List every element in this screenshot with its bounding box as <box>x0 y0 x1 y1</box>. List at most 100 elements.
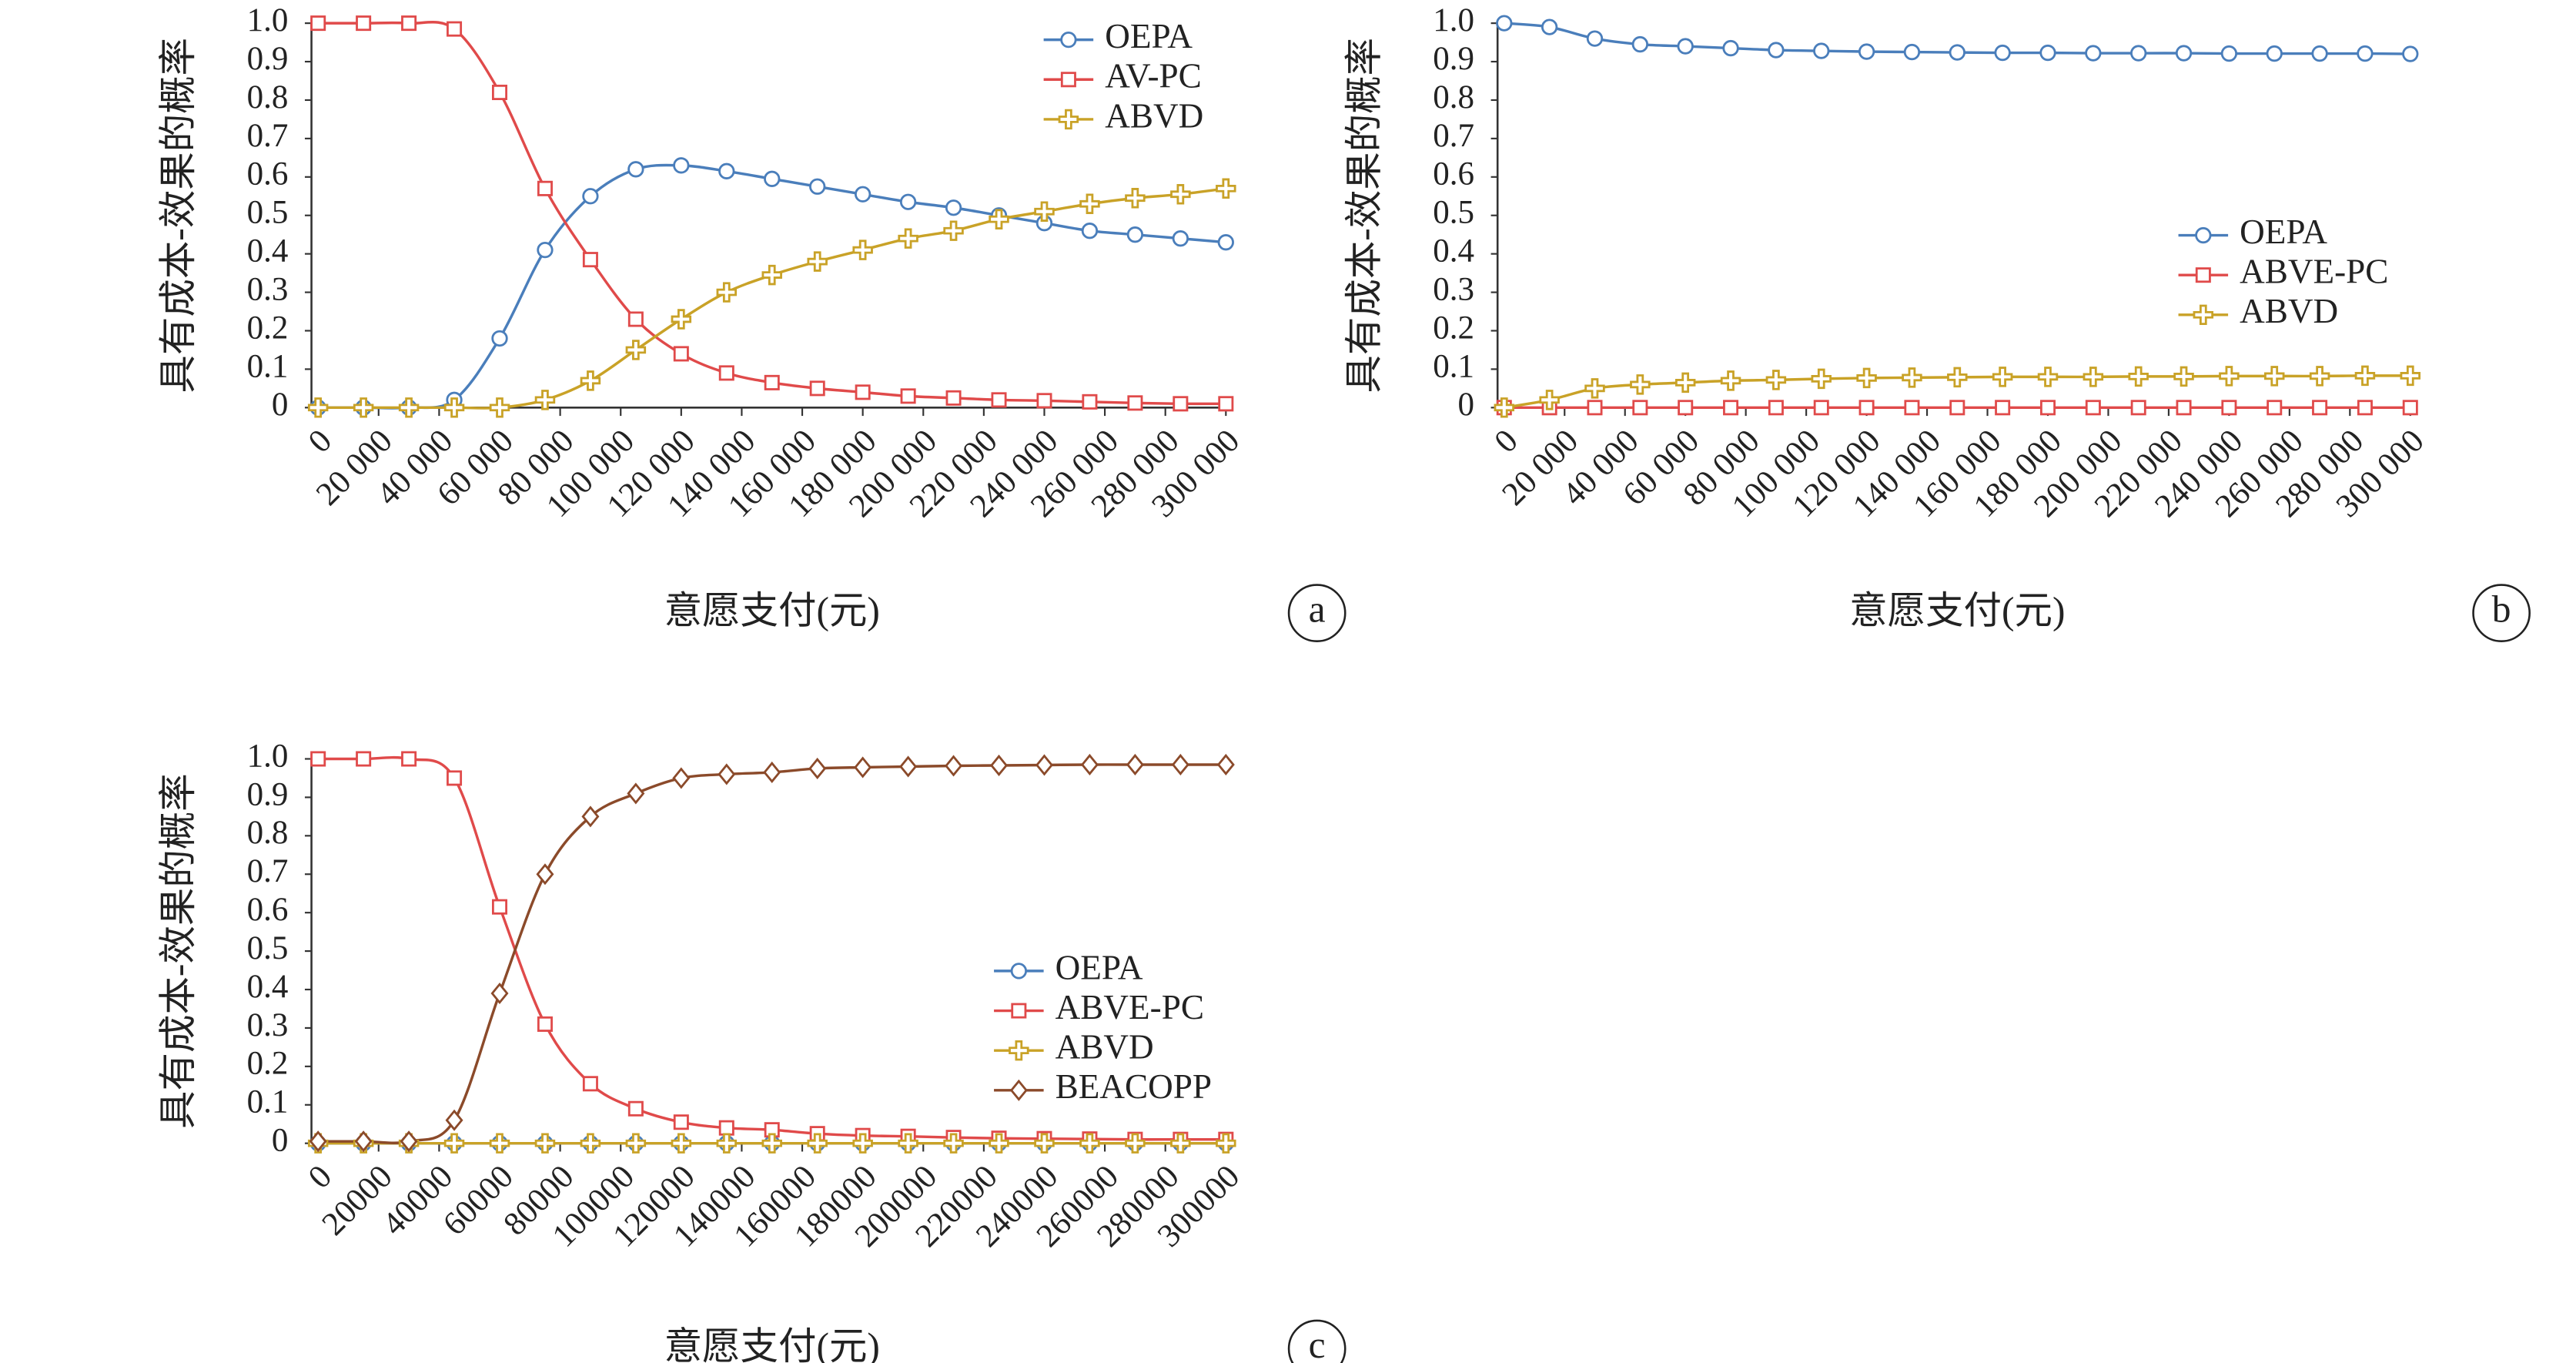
marker <box>943 220 964 241</box>
marker <box>627 782 645 805</box>
marker <box>1723 400 1739 416</box>
marker <box>2311 45 2328 62</box>
marker <box>1587 400 1603 416</box>
marker <box>898 1133 918 1154</box>
marker <box>1674 372 1696 393</box>
chart-panel: 00.10.20.30.40.50.60.70.80.91.0020000400… <box>157 738 1347 1363</box>
marker <box>400 1130 418 1153</box>
y-tick-label: 0.9 <box>247 41 289 77</box>
marker <box>627 161 644 178</box>
marker <box>807 251 828 272</box>
marker <box>582 1076 598 1092</box>
marker <box>899 193 917 210</box>
marker <box>1992 367 2013 387</box>
marker <box>447 21 463 37</box>
panel-label-circle <box>1287 1319 1347 1363</box>
marker <box>1995 400 2011 416</box>
legend-label: ABVD <box>1055 1028 1154 1067</box>
marker <box>1586 30 1604 47</box>
marker <box>1678 400 1694 416</box>
y-axis-title: 具有成本-效果的概率 <box>157 773 199 1129</box>
marker <box>1496 15 1513 32</box>
marker <box>1902 367 1922 388</box>
legend-label: ABVD <box>1105 96 1203 135</box>
marker <box>852 239 873 260</box>
marker <box>398 397 420 418</box>
marker <box>356 15 372 32</box>
marker <box>1858 43 1875 60</box>
marker <box>534 1133 556 1154</box>
y-tick-label: 0.1 <box>247 1084 289 1120</box>
marker <box>2402 400 2418 416</box>
marker <box>1216 753 1235 776</box>
legend-label: ABVE-PC <box>1055 988 1204 1026</box>
y-tick-label: 0.8 <box>247 815 289 851</box>
marker <box>989 1133 1009 1154</box>
marker <box>1858 400 1875 416</box>
marker <box>489 397 510 418</box>
marker <box>943 1133 964 1154</box>
marker <box>2173 366 2194 387</box>
x-tick-label: 0 <box>302 423 339 460</box>
marker <box>1541 18 1558 35</box>
legend-marker <box>1010 963 1027 980</box>
marker <box>1494 397 1515 418</box>
legend-marker <box>1058 109 1079 130</box>
y-tick-label: 0.7 <box>247 118 289 154</box>
marker <box>490 982 509 1005</box>
marker <box>1768 400 1784 416</box>
marker <box>1216 178 1236 199</box>
marker <box>991 392 1007 408</box>
marker <box>356 751 372 767</box>
marker <box>2037 367 2059 387</box>
marker <box>2309 366 2330 387</box>
marker <box>855 384 871 400</box>
y-tick-label: 0.3 <box>247 1007 289 1043</box>
marker <box>2267 400 2283 416</box>
marker <box>2130 45 2147 62</box>
legend-marker <box>1009 1040 1029 1061</box>
marker <box>2400 365 2421 387</box>
y-tick-label: 0.9 <box>1433 41 1474 77</box>
marker <box>2402 45 2419 62</box>
y-tick-label: 0.2 <box>1433 310 1474 346</box>
marker <box>2266 45 2283 62</box>
legend-label: ABVE-PC <box>2240 253 2388 291</box>
marker <box>627 1100 644 1117</box>
marker <box>353 397 374 418</box>
marker <box>534 390 556 410</box>
y-tick-label: 0.8 <box>1433 79 1474 116</box>
panel-label: a <box>1309 588 1326 630</box>
marker <box>625 340 647 360</box>
marker <box>536 863 554 886</box>
marker <box>1904 400 1920 416</box>
marker <box>1813 400 1829 416</box>
marker <box>580 370 601 391</box>
y-tick-label: 0.3 <box>247 271 289 307</box>
marker <box>718 1120 734 1136</box>
panel-label-circle <box>2472 584 2531 643</box>
marker <box>1080 753 1099 776</box>
marker <box>491 84 508 100</box>
marker <box>2354 365 2376 387</box>
marker <box>1994 44 2011 62</box>
marker <box>582 188 599 205</box>
marker <box>764 374 780 390</box>
marker <box>900 388 916 404</box>
y-tick-label: 0.2 <box>247 1046 289 1082</box>
marker <box>537 180 553 196</box>
legend-marker <box>2195 267 2211 283</box>
y-tick-label: 0.5 <box>1433 195 1474 231</box>
y-tick-label: 0.5 <box>247 930 289 966</box>
legend-marker <box>1011 1003 1027 1019</box>
panel-label-circle <box>1287 584 1347 643</box>
marker <box>807 1133 828 1154</box>
marker <box>491 899 508 915</box>
marker <box>2039 44 2056 62</box>
y-tick-label: 0.4 <box>247 969 289 1005</box>
legend-marker <box>2195 226 2212 244</box>
marker <box>307 397 329 418</box>
marker <box>1034 201 1055 222</box>
